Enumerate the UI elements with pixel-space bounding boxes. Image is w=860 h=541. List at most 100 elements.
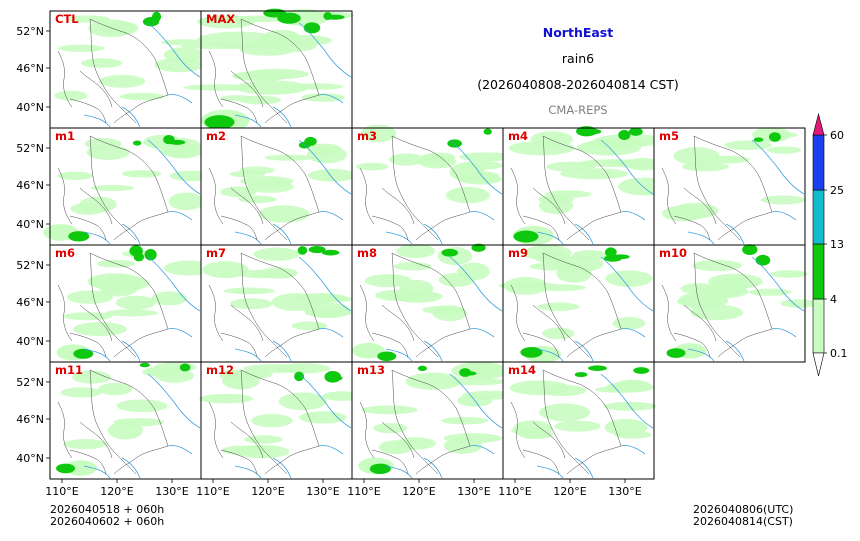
map-panel-m11: m11 bbox=[49, 361, 202, 480]
rain-light-area bbox=[163, 145, 202, 159]
rain-light-area bbox=[145, 366, 187, 373]
model-title: CMA-REPS bbox=[548, 103, 608, 117]
colorbar-level-label: 60 bbox=[830, 129, 844, 142]
rain-light-area bbox=[306, 146, 348, 164]
rain-light-area bbox=[84, 137, 122, 150]
rain-light-area bbox=[770, 270, 808, 278]
rain-moderate-area bbox=[132, 140, 142, 146]
rain-light-area bbox=[119, 92, 165, 101]
rain-light-area bbox=[116, 399, 168, 413]
rain-moderate-area bbox=[304, 136, 317, 146]
map-panel-m1: m1 bbox=[43, 127, 215, 246]
rain-light-area bbox=[355, 162, 389, 171]
rain-light-area bbox=[712, 277, 748, 295]
rain-light-area-south bbox=[352, 342, 385, 359]
river-lines bbox=[536, 373, 654, 479]
rain-light-area bbox=[258, 205, 310, 223]
rain-light-area bbox=[198, 393, 254, 404]
rain-light-area bbox=[405, 372, 462, 390]
map-panel-m7: m7 bbox=[200, 244, 354, 363]
border-lines bbox=[208, 18, 320, 124]
rain-light-area bbox=[54, 90, 88, 101]
rain-light-area bbox=[538, 384, 587, 397]
rain-moderate-area bbox=[628, 127, 643, 136]
lon-tick-label: 130°E bbox=[155, 485, 188, 498]
border-lines bbox=[57, 135, 169, 241]
rain-light-area bbox=[678, 291, 729, 310]
rain-light-area bbox=[80, 58, 123, 68]
river-lines bbox=[536, 139, 654, 245]
rain-light-area bbox=[223, 287, 275, 295]
river-lines bbox=[83, 256, 201, 362]
rain-moderate-area bbox=[321, 249, 340, 256]
panel-background bbox=[352, 128, 503, 245]
rain-light-area bbox=[151, 291, 187, 306]
river-lines bbox=[687, 139, 805, 245]
map-panel-m8: m8 bbox=[351, 243, 504, 363]
lon-tick-label: 120°E bbox=[251, 485, 284, 498]
rain-light-area bbox=[98, 382, 133, 396]
border-lines bbox=[208, 369, 320, 475]
rain-moderate-area-south bbox=[73, 348, 94, 359]
rain-light-area bbox=[107, 421, 144, 440]
border-lines bbox=[57, 252, 169, 358]
rain-light-area bbox=[304, 309, 352, 318]
rain-light-area bbox=[298, 411, 347, 424]
river-lines bbox=[83, 139, 201, 245]
rain-light-area bbox=[253, 247, 300, 261]
rain-light-area bbox=[457, 262, 490, 281]
colorbar-level-label: 4 bbox=[830, 293, 837, 306]
panel-label: m6 bbox=[55, 246, 75, 260]
rain-light-area bbox=[418, 155, 457, 169]
rain-light-area bbox=[447, 378, 506, 386]
rain-light-area bbox=[586, 138, 647, 149]
rain-light-area bbox=[104, 309, 158, 317]
border-lines bbox=[510, 135, 622, 241]
colorbar: 0.1 4 13 25 60 bbox=[812, 112, 848, 377]
rain-light-area bbox=[394, 437, 436, 450]
init-time-line2: 2026040602 + 060h bbox=[50, 515, 165, 528]
rain-light-area bbox=[766, 146, 802, 154]
valid-time-utc: 2026040806(UTC) bbox=[693, 503, 794, 516]
lat-tick-label: 40°N bbox=[16, 101, 44, 114]
panel-label: m3 bbox=[357, 129, 377, 143]
map-panel-m10: m10 bbox=[653, 244, 818, 363]
rain-moderate-area-south bbox=[513, 230, 539, 243]
rain-light-area bbox=[539, 403, 591, 422]
rain-light-area bbox=[692, 259, 742, 272]
rain-light-area bbox=[180, 43, 263, 50]
rain-moderate-area bbox=[263, 8, 287, 18]
panel-label: m11 bbox=[55, 363, 83, 377]
rain-light-area bbox=[445, 186, 491, 204]
rain-light-area bbox=[293, 83, 344, 90]
rain-light-area bbox=[72, 322, 127, 337]
lat-tick-label: 52°N bbox=[16, 376, 44, 389]
border-lines bbox=[208, 252, 320, 358]
rain-light-area bbox=[459, 152, 512, 162]
colorbar-level-label: 25 bbox=[830, 184, 844, 197]
rain-moderate-area bbox=[323, 12, 333, 21]
rain-light-area bbox=[614, 430, 652, 439]
rain-light-area bbox=[396, 244, 436, 259]
rain-moderate-area bbox=[308, 246, 326, 254]
rain-moderate-area bbox=[768, 132, 781, 142]
rain-light-area bbox=[247, 180, 294, 193]
rain-light-area bbox=[115, 295, 156, 310]
panel-label: MAX bbox=[206, 12, 235, 26]
rain-light-area bbox=[72, 370, 111, 384]
river-lines bbox=[536, 256, 654, 362]
rain-light-area bbox=[614, 379, 651, 392]
panel-label: m10 bbox=[659, 246, 687, 260]
rain-moderate-area bbox=[471, 243, 486, 252]
lat-tick-label: 40°N bbox=[16, 452, 44, 465]
panel-label: m2 bbox=[206, 129, 226, 143]
rain-light-area bbox=[63, 439, 107, 450]
rain-light-area bbox=[432, 305, 468, 322]
lat-tick-label: 52°N bbox=[16, 142, 44, 155]
rain-moderate-area bbox=[633, 367, 650, 374]
lat-tick-label: 52°N bbox=[16, 25, 44, 38]
colorbar-segment bbox=[812, 134, 825, 191]
rain-moderate-area bbox=[441, 248, 459, 257]
rain-moderate-area-south bbox=[56, 463, 76, 474]
rain-light-area bbox=[503, 277, 548, 295]
